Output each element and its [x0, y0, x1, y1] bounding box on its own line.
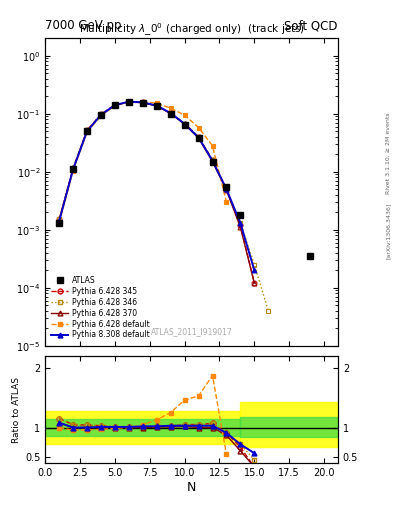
ATLAS: [154, 103, 159, 110]
Text: Rivet 3.1.10, ≥ 2M events: Rivet 3.1.10, ≥ 2M events: [386, 113, 391, 195]
Text: [arXiv:1306.3436]: [arXiv:1306.3436]: [386, 202, 391, 259]
ATLAS: [308, 253, 312, 259]
ATLAS: [99, 112, 103, 118]
Title: Multiplicity $\lambda\_0^0$ (charged only)  (track jets): Multiplicity $\lambda\_0^0$ (charged onl…: [79, 22, 305, 38]
ATLAS: [182, 121, 187, 127]
Text: Soft QCD: Soft QCD: [285, 19, 338, 32]
ATLAS: [112, 102, 117, 109]
ATLAS: [127, 99, 131, 105]
Y-axis label: Ratio to ATLAS: Ratio to ATLAS: [12, 377, 21, 442]
ATLAS: [140, 100, 145, 106]
ATLAS: [57, 220, 61, 226]
ATLAS: [71, 166, 75, 173]
Text: ATLAS_2011_I919017: ATLAS_2011_I919017: [151, 327, 233, 336]
ATLAS: [168, 111, 173, 117]
X-axis label: N: N: [187, 481, 196, 494]
Legend: ATLAS, Pythia 6.428 345, Pythia 6.428 346, Pythia 6.428 370, Pythia 6.428 defaul: ATLAS, Pythia 6.428 345, Pythia 6.428 34…: [49, 273, 152, 342]
ATLAS: [84, 128, 89, 134]
Text: 7000 GeV pp: 7000 GeV pp: [45, 19, 122, 32]
ATLAS: [224, 184, 229, 190]
ATLAS: [238, 212, 243, 218]
ATLAS: [196, 135, 201, 141]
ATLAS: [210, 159, 215, 165]
Line: ATLAS: ATLAS: [56, 99, 313, 259]
